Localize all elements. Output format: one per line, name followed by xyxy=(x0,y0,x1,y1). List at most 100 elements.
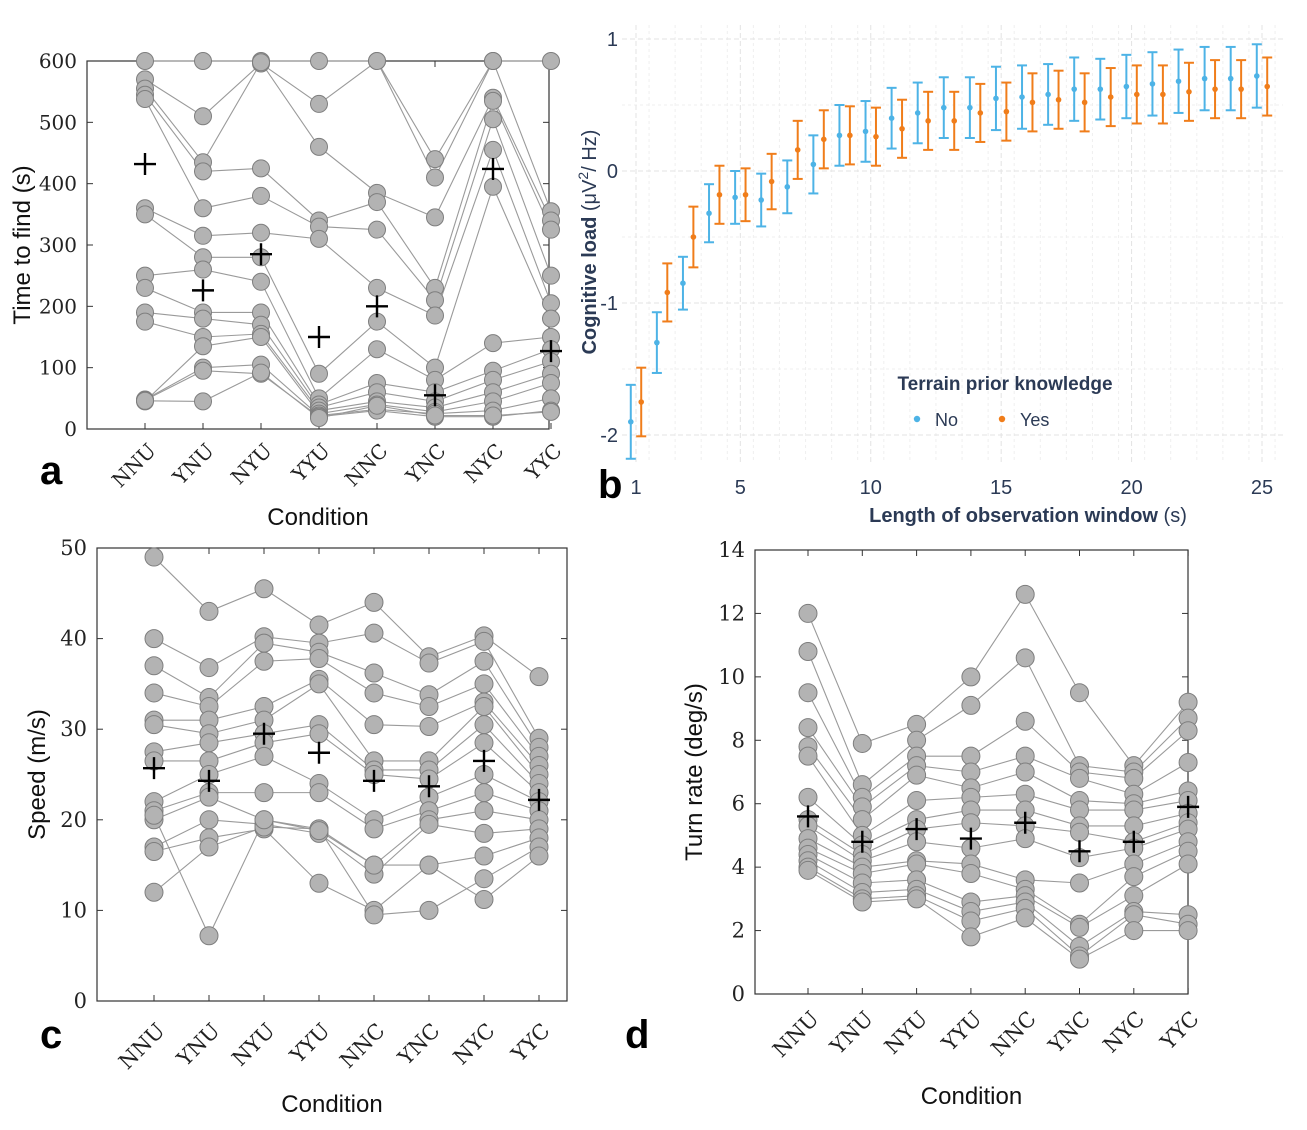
data-point xyxy=(1123,83,1130,90)
subject-point xyxy=(961,927,981,947)
subject-point xyxy=(254,651,274,671)
subject-point xyxy=(368,52,386,70)
data-point xyxy=(1238,86,1244,92)
subject-point xyxy=(1124,905,1144,925)
y-tick-label: 10 xyxy=(60,898,87,922)
subject-point xyxy=(194,361,212,380)
subject-point xyxy=(364,592,384,612)
subject-point xyxy=(961,911,981,931)
x-axis-label: Condition xyxy=(267,504,368,531)
subject-point xyxy=(907,730,927,750)
subject-point xyxy=(144,656,164,676)
subject-point xyxy=(1124,921,1144,941)
subject-point xyxy=(310,137,328,156)
y-tick-label: -2 xyxy=(600,425,618,447)
data-point xyxy=(768,178,775,185)
x-tick-label: NNU xyxy=(768,1007,823,1062)
x-tick-label: YNU xyxy=(825,1007,878,1060)
data-point xyxy=(1107,94,1114,100)
x-axis-label: Condition xyxy=(281,1091,382,1118)
mean-marker xyxy=(250,243,272,266)
subject-point xyxy=(798,718,818,738)
subject-point xyxy=(194,309,212,328)
subject-point xyxy=(1178,721,1198,741)
mean-marker xyxy=(482,157,504,180)
data-point xyxy=(810,161,817,168)
subject-line xyxy=(153,642,540,748)
subject-point xyxy=(194,392,212,411)
data-point xyxy=(1253,73,1260,79)
mean-marker xyxy=(424,384,446,407)
subject-point xyxy=(542,52,560,70)
subject-point xyxy=(961,746,981,766)
y-tick-label: 400 xyxy=(39,172,77,196)
data-point xyxy=(873,133,879,140)
subject-point xyxy=(144,805,164,825)
subject-point xyxy=(252,223,270,242)
data-point xyxy=(742,191,749,198)
subject-line xyxy=(144,98,552,302)
data-point xyxy=(638,399,645,405)
subject-point xyxy=(1015,584,1035,604)
y-tick-label: 20 xyxy=(60,808,87,832)
subject-point xyxy=(852,892,872,912)
subject-point xyxy=(426,291,444,310)
subject-point xyxy=(474,869,494,889)
x-tick-label: NNU xyxy=(107,439,161,493)
data-point xyxy=(1227,75,1234,82)
subject-point xyxy=(364,715,384,735)
y-tick-label: 1 xyxy=(607,29,618,51)
subject-point xyxy=(474,823,494,843)
subject-point xyxy=(194,162,212,181)
subject-point xyxy=(199,810,219,830)
subject-point xyxy=(1015,648,1035,668)
subject-point xyxy=(484,177,502,196)
subject-point xyxy=(199,601,219,621)
data-point xyxy=(654,339,660,346)
x-tick-label: 20 xyxy=(1120,477,1142,499)
subject-point xyxy=(194,226,212,245)
y-tick-label: 0 xyxy=(607,161,618,183)
legend-label-no: No xyxy=(935,410,958,430)
y-tick-label: 300 xyxy=(39,233,77,257)
subject-point xyxy=(529,846,549,866)
subject-point xyxy=(1124,867,1144,887)
subject-point xyxy=(136,52,154,70)
subject-point xyxy=(484,140,502,159)
data-point xyxy=(1134,91,1140,98)
subject-point xyxy=(961,863,981,883)
subject-line xyxy=(144,370,552,418)
mean-marker xyxy=(198,769,220,792)
subject-line xyxy=(144,268,552,400)
x-tick-label: YYU xyxy=(286,439,334,487)
mean-marker xyxy=(1014,811,1037,834)
subject-point xyxy=(252,53,270,72)
data-point xyxy=(1097,86,1104,92)
x-tick-label: YYC xyxy=(520,439,567,486)
data-point xyxy=(706,210,712,217)
subject-point xyxy=(474,783,494,803)
mean-marker xyxy=(134,153,156,176)
x-axis-label: Condition xyxy=(921,1083,1022,1110)
subject-point xyxy=(474,733,494,753)
subject-point xyxy=(309,649,329,669)
x-tick-label: 10 xyxy=(860,477,882,499)
subject-point xyxy=(364,819,384,839)
y-tick-label: 8 xyxy=(732,728,745,752)
x-tick-label: YYC xyxy=(506,1019,554,1067)
data-point xyxy=(993,95,999,102)
subject-point xyxy=(529,667,549,687)
x-tick-label: NNC xyxy=(340,439,393,492)
y-tick-label: 2 xyxy=(732,919,745,943)
x-tick-label: YYU xyxy=(937,1007,987,1057)
subject-line xyxy=(153,632,540,739)
subject-point xyxy=(309,615,329,635)
data-point xyxy=(836,132,843,139)
subject-point xyxy=(144,715,164,735)
subject-line xyxy=(144,364,552,417)
subject-point xyxy=(474,846,494,866)
mean-marker xyxy=(253,722,275,745)
subject-point xyxy=(252,159,270,178)
subject-point xyxy=(798,787,818,807)
